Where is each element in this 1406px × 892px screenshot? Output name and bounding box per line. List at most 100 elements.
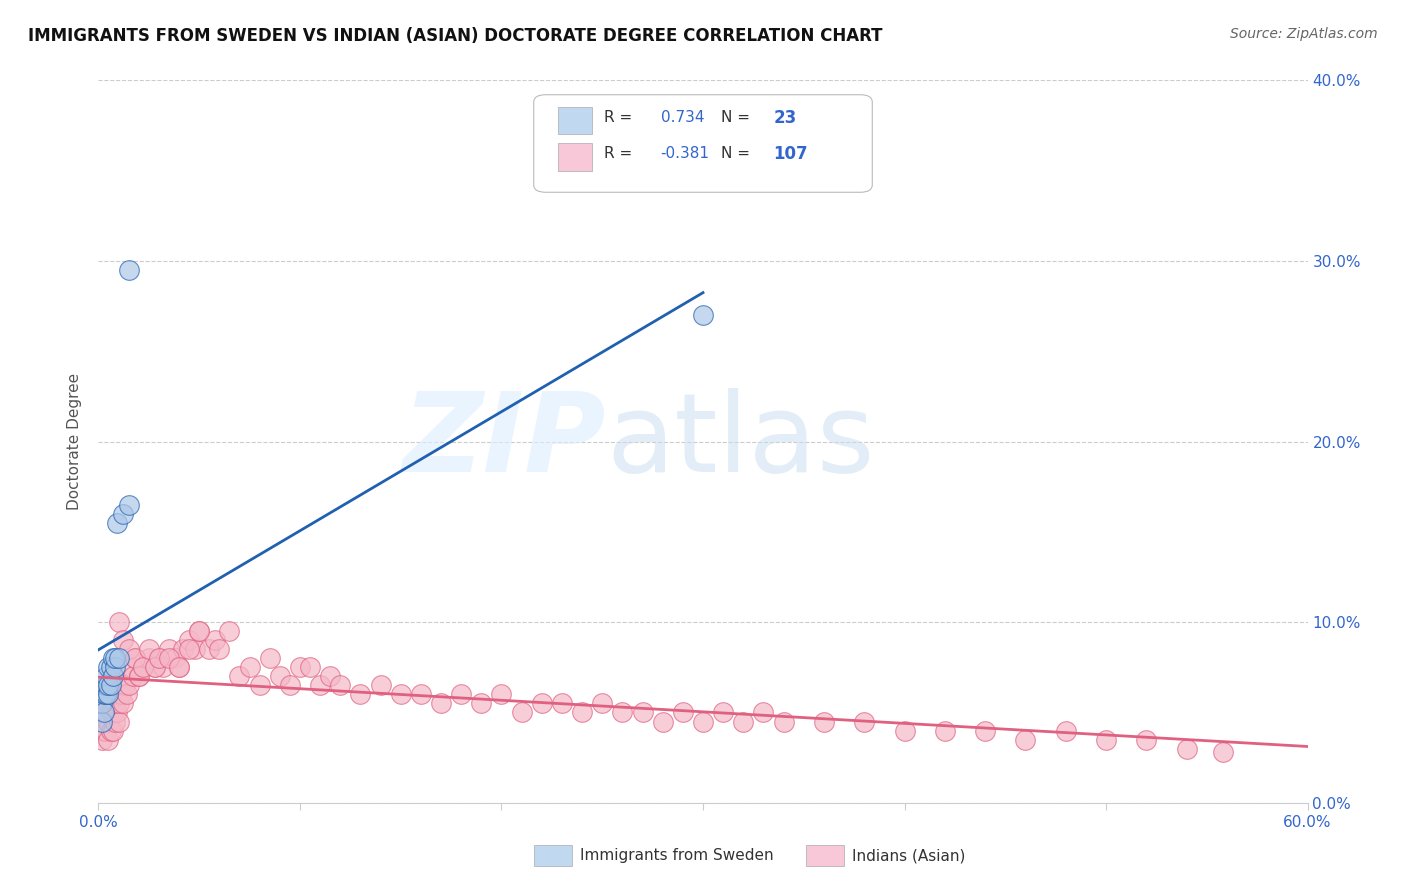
Point [167,660,190,674]
Point [631,706,654,720]
Text: 23: 23 [773,109,796,127]
Point [110,687,132,701]
Point [319,669,342,683]
Point [651,714,673,729]
Point [692,714,714,729]
Point [101,651,124,665]
Point [91,697,114,711]
Point [143,660,166,674]
Point [510,706,533,720]
Point [128,669,150,683]
Point [118,678,141,692]
Point [208,642,231,657]
Point [1095,732,1118,747]
Point [93,687,115,701]
Point [103,660,125,674]
Text: R =: R = [603,146,637,161]
Point [143,660,166,674]
Point [893,723,915,738]
Point [138,651,160,665]
Point [115,687,138,701]
Point [1014,732,1036,747]
Point [299,660,322,674]
Point [218,624,240,639]
Point [93,697,115,711]
Point [672,706,695,720]
FancyBboxPatch shape [558,143,592,170]
Point [100,687,122,701]
Point [188,624,211,639]
Text: 0.734: 0.734 [661,111,704,126]
Point [101,669,124,683]
Point [571,706,593,720]
Point [120,660,142,674]
Point [269,669,291,683]
Point [163,651,186,665]
FancyBboxPatch shape [534,95,872,193]
Point [100,723,122,738]
Point [93,714,115,729]
Point [101,723,124,738]
Point [107,697,129,711]
Point [148,651,170,665]
Point [100,706,122,720]
Point [111,633,134,648]
Text: ZIP: ZIP [402,388,606,495]
Text: -0.381: -0.381 [661,146,710,161]
Point [96,706,118,720]
Point [853,714,876,729]
Point [93,678,115,692]
Point [124,651,146,665]
Point [278,678,301,692]
Point [96,687,118,701]
Point [148,651,170,665]
Point [752,706,775,720]
Point [198,642,221,657]
Point [100,678,122,692]
Point [96,678,118,692]
Point [733,714,755,729]
Point [188,624,211,639]
Point [204,633,226,648]
Point [172,642,194,657]
Text: R =: R = [603,111,637,126]
Text: 107: 107 [773,145,808,163]
Point [530,697,553,711]
Point [97,660,120,674]
Point [1054,723,1077,738]
Point [107,714,129,729]
Point [105,516,128,530]
Point [100,660,122,674]
FancyBboxPatch shape [534,845,572,866]
Point [184,642,207,657]
Point [111,507,134,521]
Point [96,723,118,738]
Point [111,697,134,711]
Text: atlas: atlas [606,388,875,495]
Point [612,706,634,720]
Point [974,723,997,738]
Point [349,687,371,701]
Point [389,687,412,701]
Point [157,651,180,665]
Point [450,687,472,701]
Point [96,669,118,683]
Point [329,678,352,692]
Point [103,651,125,665]
Point [101,706,124,720]
Point [179,642,201,657]
Point [470,697,492,711]
Point [103,697,125,711]
Point [93,723,115,738]
Point [101,669,124,683]
Point [97,678,120,692]
Point [103,714,125,729]
Point [91,732,114,747]
Point [101,687,124,701]
Point [103,678,125,692]
Point [97,732,120,747]
Point [1212,745,1234,759]
Point [772,714,794,729]
Text: Source: ZipAtlas.com: Source: ZipAtlas.com [1230,27,1378,41]
FancyBboxPatch shape [558,107,592,135]
